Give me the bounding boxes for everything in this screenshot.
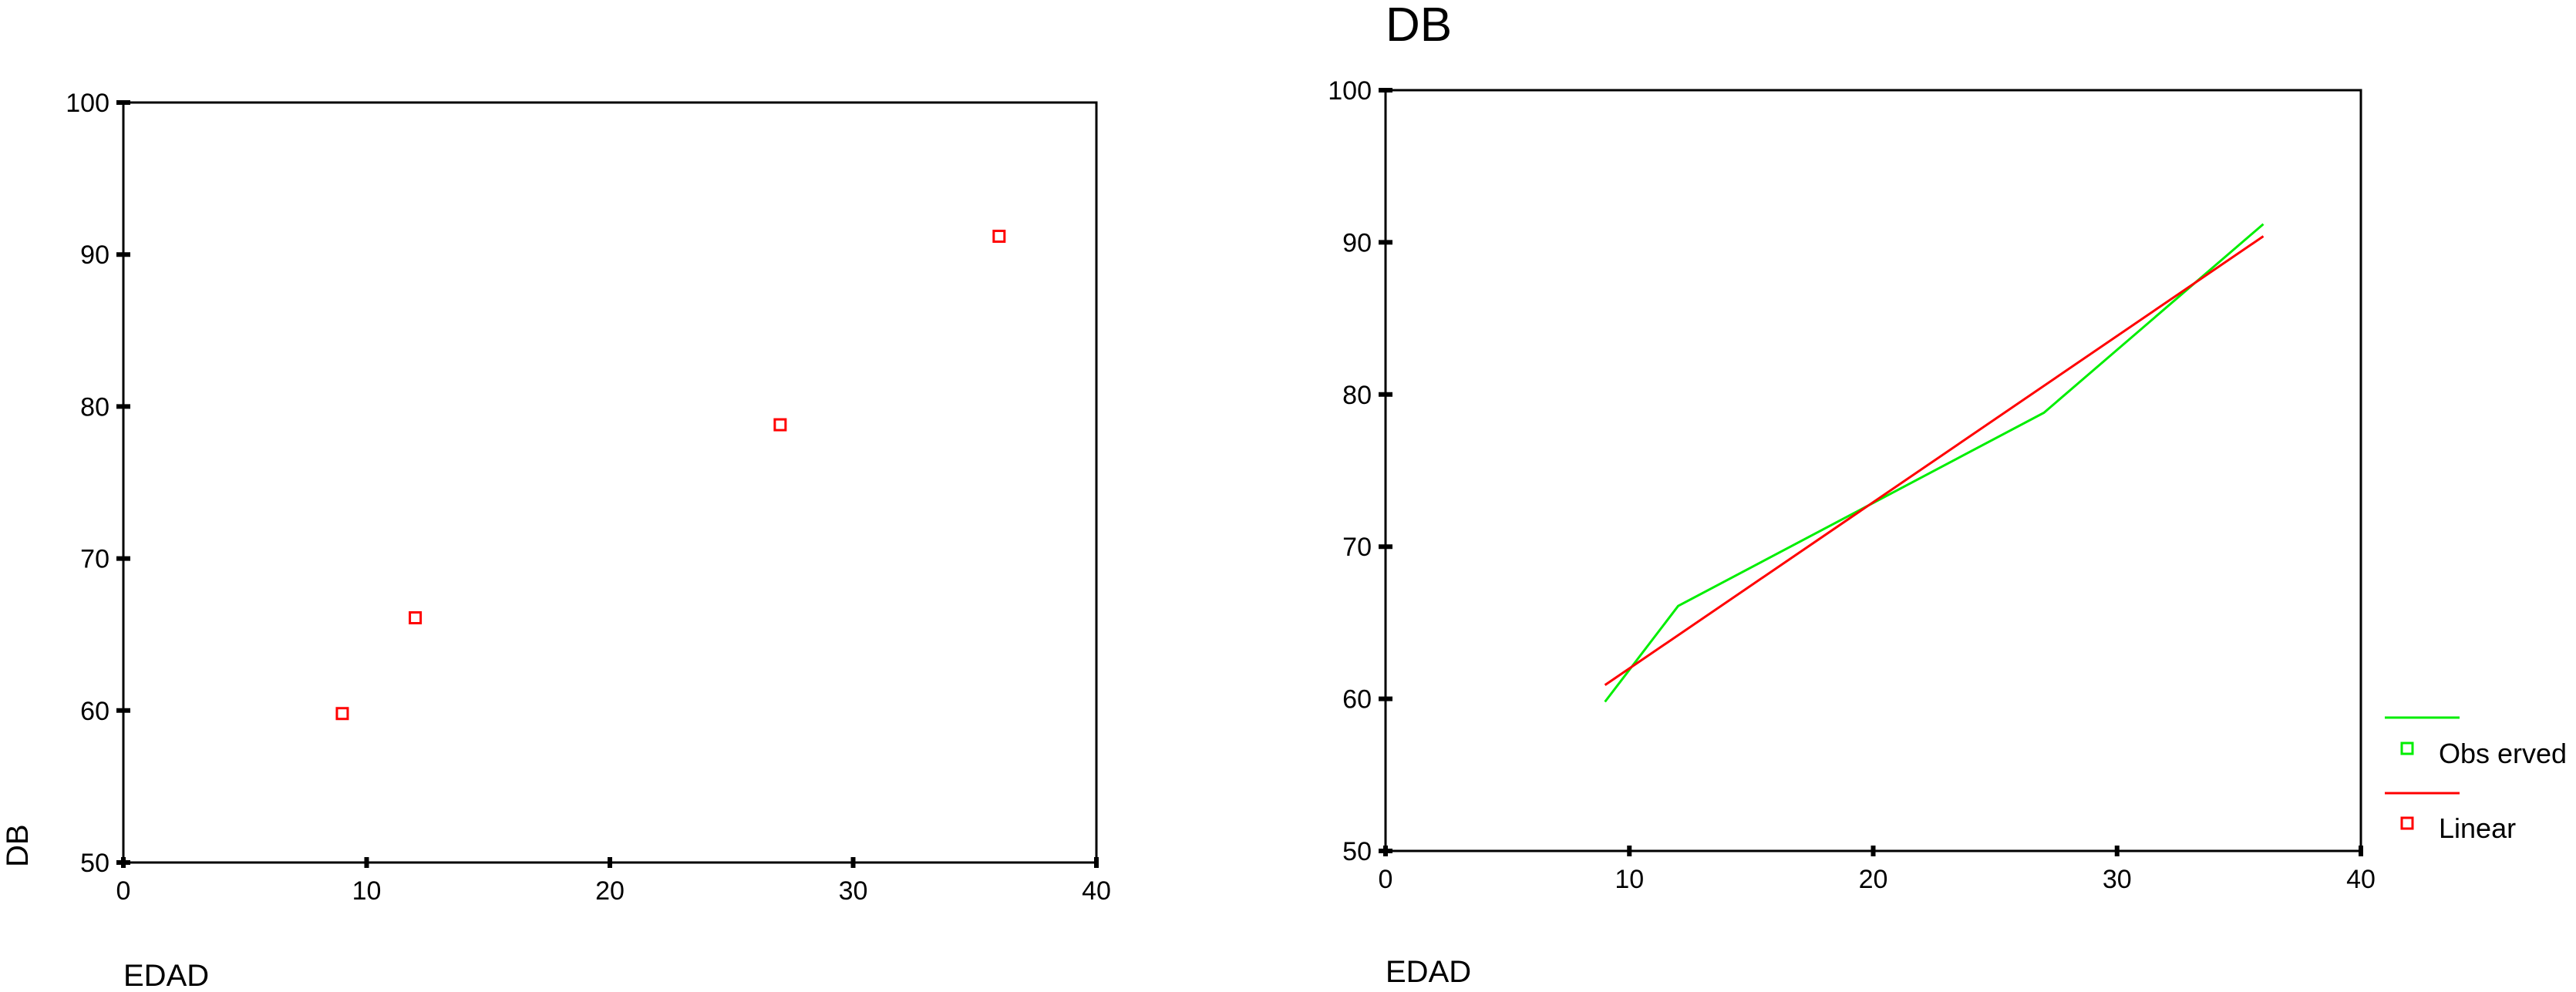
y-tick-label: 60	[1342, 685, 1372, 715]
x-tick-label: 10	[1615, 865, 1644, 894]
x-tick-label: 20	[1859, 865, 1888, 894]
x-axis-title: EDAD	[1386, 955, 1471, 989]
y-tick-label: 50	[1342, 837, 1372, 866]
legend-marker-observed	[2400, 741, 2414, 755]
y-tick-label: 80	[80, 392, 109, 422]
y-tick-label: 100	[66, 89, 109, 118]
y-tick-label: 90	[1342, 228, 1372, 257]
y-tick-label: 80	[1342, 381, 1372, 410]
legend-marker-linear	[2400, 816, 2414, 830]
x-tick-label: 0	[116, 876, 131, 906]
x-tick-label: 40	[1082, 876, 1111, 906]
y-tick-label: 60	[80, 697, 109, 726]
y-axis: 50 60 70 80 90 100	[1328, 76, 1392, 866]
y-axis: 50 60 70 80 90 100	[66, 89, 130, 878]
y-tick-label: 50	[80, 849, 109, 878]
x-tick-label: 20	[595, 876, 625, 906]
scatter-chart: 50 60 70 80 90 100 0 10 20 30 40 EDAD DB	[1, 89, 1111, 992]
data-point	[335, 707, 349, 721]
x-axis: 0 10 20 30 40	[116, 857, 1111, 906]
y-axis-title: DB	[1, 824, 35, 867]
x-tick-label: 30	[2103, 865, 2132, 894]
legend-label-linear: Linear	[2439, 812, 2516, 844]
x-tick-label: 40	[2346, 865, 2376, 894]
series-line-obs-erved	[1604, 223, 2265, 703]
line-chart: DB 50 60 70 80 90 100 0 10 20 30 40 EDAD Obs erve…	[1328, 0, 2567, 989]
plot-frame	[1384, 89, 2362, 852]
y-tick-label: 70	[80, 545, 109, 574]
legend-label-observed: Obs erved	[2439, 738, 2567, 769]
y-tick-label: 100	[1328, 76, 1372, 106]
data-point	[773, 418, 787, 432]
y-tick-label: 70	[1342, 533, 1372, 562]
x-axis-title: EDAD	[123, 959, 209, 992]
data-point	[409, 611, 423, 625]
series-lines	[1604, 223, 2265, 703]
data-point	[992, 230, 1006, 244]
x-tick-label: 0	[1379, 865, 1393, 894]
y-tick-label: 90	[80, 240, 109, 270]
x-tick-label: 30	[839, 876, 868, 906]
x-axis: 0 10 20 30 40	[1379, 846, 2376, 894]
x-tick-label: 10	[352, 876, 382, 906]
scatter-points	[335, 230, 1006, 721]
series-line-linear	[1604, 235, 2265, 687]
legend: Obs erved Linear	[2385, 716, 2567, 844]
plot-frame	[122, 101, 1098, 864]
chart-title: DB	[1386, 0, 1452, 52]
